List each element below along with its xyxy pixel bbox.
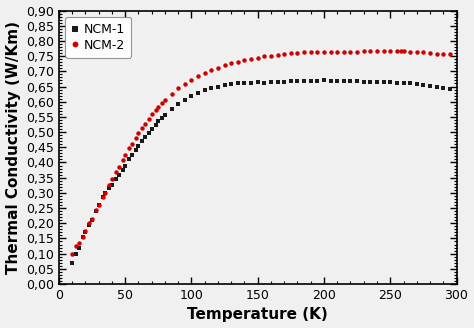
Y-axis label: Thermal Conductivity (W/Km): Thermal Conductivity (W/Km): [6, 21, 20, 274]
Line: NCM-2: NCM-2: [70, 49, 452, 256]
NCM-1: [127, 157, 132, 161]
NCM-1: [242, 81, 247, 85]
X-axis label: Temperature (K): Temperature (K): [187, 307, 328, 322]
NCM-1: [102, 191, 108, 195]
NCM-1: [295, 79, 301, 83]
NCM-2: [447, 52, 453, 56]
NCM-2: [69, 252, 75, 256]
NCM-1: [69, 261, 75, 265]
NCM-2: [122, 153, 128, 157]
NCM-1: [275, 80, 281, 84]
NCM-1: [321, 78, 327, 82]
NCM-2: [215, 66, 221, 70]
NCM-1: [149, 127, 155, 131]
Legend: NCM-1, NCM-2: NCM-1, NCM-2: [65, 17, 131, 58]
NCM-2: [398, 49, 404, 52]
NCM-2: [387, 49, 393, 53]
NCM-1: [447, 87, 453, 91]
NCM-2: [407, 50, 413, 53]
NCM-2: [374, 49, 380, 53]
NCM-2: [149, 113, 155, 116]
Line: NCM-1: NCM-1: [70, 78, 452, 265]
